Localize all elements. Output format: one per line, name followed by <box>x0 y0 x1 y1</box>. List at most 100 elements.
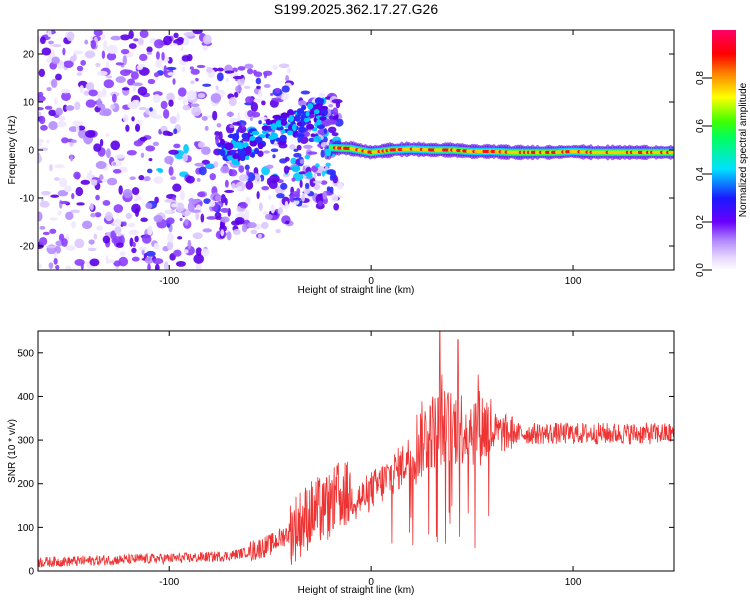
spectrogram-noise-blob <box>257 233 262 239</box>
spectrogram-noise-blob <box>220 207 230 213</box>
spectrogram-noise-blob <box>225 77 230 83</box>
spectrogram-noise-blob <box>332 107 339 116</box>
spectrogram-noise-blob <box>277 207 283 215</box>
spectrogram-feature-blob <box>251 130 260 136</box>
spectrogram-noise-blob <box>205 163 215 169</box>
spectrogram-xtick-label: 0 <box>368 276 374 287</box>
spectrogram-noise-blob <box>263 84 271 89</box>
spectrogram-x-axis: -100 0 100 <box>159 30 582 287</box>
spectrogram-noise-blob <box>110 35 122 41</box>
spectrogram-noise-blob <box>168 166 174 176</box>
spectrogram-noise-blob <box>296 188 301 195</box>
spectrogram-noise-blob <box>181 67 186 72</box>
spectrogram-noise-blob <box>228 169 238 177</box>
spectrogram-noise-blob <box>198 166 207 176</box>
snr-x-axis: -100 0 100 <box>159 331 582 588</box>
spectrogram-noise-blob <box>64 185 72 193</box>
spectrogram-noise-blob <box>220 216 230 223</box>
spectrogram-noise-blob <box>104 211 113 222</box>
spectrogram-noise-blob <box>163 261 169 270</box>
spectrogram-noise-blob <box>48 40 54 45</box>
spectrogram-noise-blob <box>93 233 98 240</box>
spectrogram-noise-blob <box>163 108 170 119</box>
spectrogram-noise-blob <box>218 131 223 141</box>
spectrogram-noise-blob <box>206 216 218 220</box>
spectrogram-noise-blob <box>214 131 220 136</box>
spectrogram-noise-blob <box>38 68 46 78</box>
spectrogram-noise-blob <box>65 105 75 111</box>
spectrogram-noise-blob <box>41 190 51 196</box>
spectrogram-noise-blob <box>166 66 177 71</box>
spectrogram-noise-blob <box>39 200 50 208</box>
spectrogram-noise-blob <box>328 103 334 108</box>
spectrogram-noise-blob <box>263 72 268 79</box>
spectrogram-noise-blob <box>131 256 140 262</box>
spectrogram-noise-blob <box>304 182 310 189</box>
spectrogram-noise-blob <box>281 93 290 101</box>
spectrogram-noise-blob <box>226 231 232 241</box>
spectrogram-noise-blob <box>90 212 96 218</box>
spectrogram-noise-blob <box>58 115 66 121</box>
spectrogram-noise-blob <box>202 83 212 87</box>
spectrogram-noise-blob <box>38 111 42 117</box>
spectrogram-noise-blob <box>38 138 44 144</box>
spectrogram-noise-blob <box>61 91 71 102</box>
spectrogram-noise-blob <box>137 86 148 96</box>
spectrogram-noise-blob <box>307 151 318 155</box>
spectrogram-noise-blob <box>80 60 87 66</box>
spectrogram-noise-blob <box>105 255 109 265</box>
spectrogram-noise-blob <box>152 114 162 120</box>
spectrogram-feature-blob <box>317 98 325 104</box>
spectrogram-noise-blob <box>139 53 148 62</box>
spectrogram-noise-blob <box>46 245 56 249</box>
spectrogram-noise-blob <box>247 68 254 75</box>
spectrogram-noise-blob <box>328 115 339 120</box>
spectrogram-noise-blob <box>105 132 110 138</box>
spectrogram-noise-blob <box>253 167 259 175</box>
spectrogram-noise-blob <box>59 177 68 188</box>
spectrogram-noise-blob <box>250 229 258 235</box>
spectrogram-noise-blob <box>96 225 103 231</box>
spectrogram-noise-blob <box>177 37 184 43</box>
spectrogram-y-axis: -20 -10 0 10 20 <box>20 50 674 253</box>
spectrogram-noise-blob <box>286 67 291 74</box>
snr-xtick-label: 100 <box>565 577 582 588</box>
spectrogram-noise-blob <box>236 186 242 191</box>
spectrogram-noise-blob <box>95 62 101 68</box>
spectrogram-noise-blob <box>138 106 147 111</box>
spectrogram-noise-blob <box>96 98 102 108</box>
spectrogram-feature-blob <box>316 124 325 130</box>
spectrogram-noise-blob <box>38 107 44 111</box>
spectrogram-noise-blob <box>55 265 60 270</box>
spectrogram-noise-blob <box>38 143 42 147</box>
spectrogram-noise-blob <box>283 165 290 174</box>
spectrogram-noise-blob <box>105 75 113 79</box>
spectrogram-noise-blob <box>147 78 156 85</box>
spectrogram-noise-blob <box>95 194 100 201</box>
spectrogram-noise-blob <box>216 72 224 82</box>
spectrogram-feature-blob <box>237 149 246 157</box>
spectrogram-noise-blob <box>127 101 134 109</box>
spectrogram-noise-blob <box>137 37 144 46</box>
spectrogram-feature-blob <box>245 145 252 154</box>
spectrogram-noise-blob <box>303 144 313 149</box>
spectrogram-noise-blob <box>315 163 320 168</box>
spectrogram-noise-blob <box>253 98 263 103</box>
spectrogram-noise-blob <box>197 191 206 198</box>
spectrogram-noise-blob <box>309 177 316 188</box>
spectrogram-noise-blob <box>205 66 213 73</box>
spectrogram-noise-blob <box>193 141 199 147</box>
spectrogram-noise-blob <box>147 225 153 236</box>
spectrogram-noise-blob <box>256 191 260 200</box>
spectrogram-noise-blob <box>298 171 307 175</box>
figure-title: S199.2025.362.17.27.G26 <box>274 1 438 17</box>
spectrogram-ytick-label: 20 <box>23 50 35 61</box>
spectrogram-noise-blob <box>267 195 272 200</box>
colorbar-tick-label: 0.8 <box>695 71 706 85</box>
spectrogram-noise-blob <box>258 202 263 211</box>
spectrogram-noise-blob <box>38 95 46 103</box>
spectrogram-noise-blob <box>49 217 58 221</box>
spectrogram-noise-blob <box>256 85 261 89</box>
spectrogram-noise-blob <box>232 75 244 80</box>
spectrogram-noise-blob <box>114 154 126 159</box>
